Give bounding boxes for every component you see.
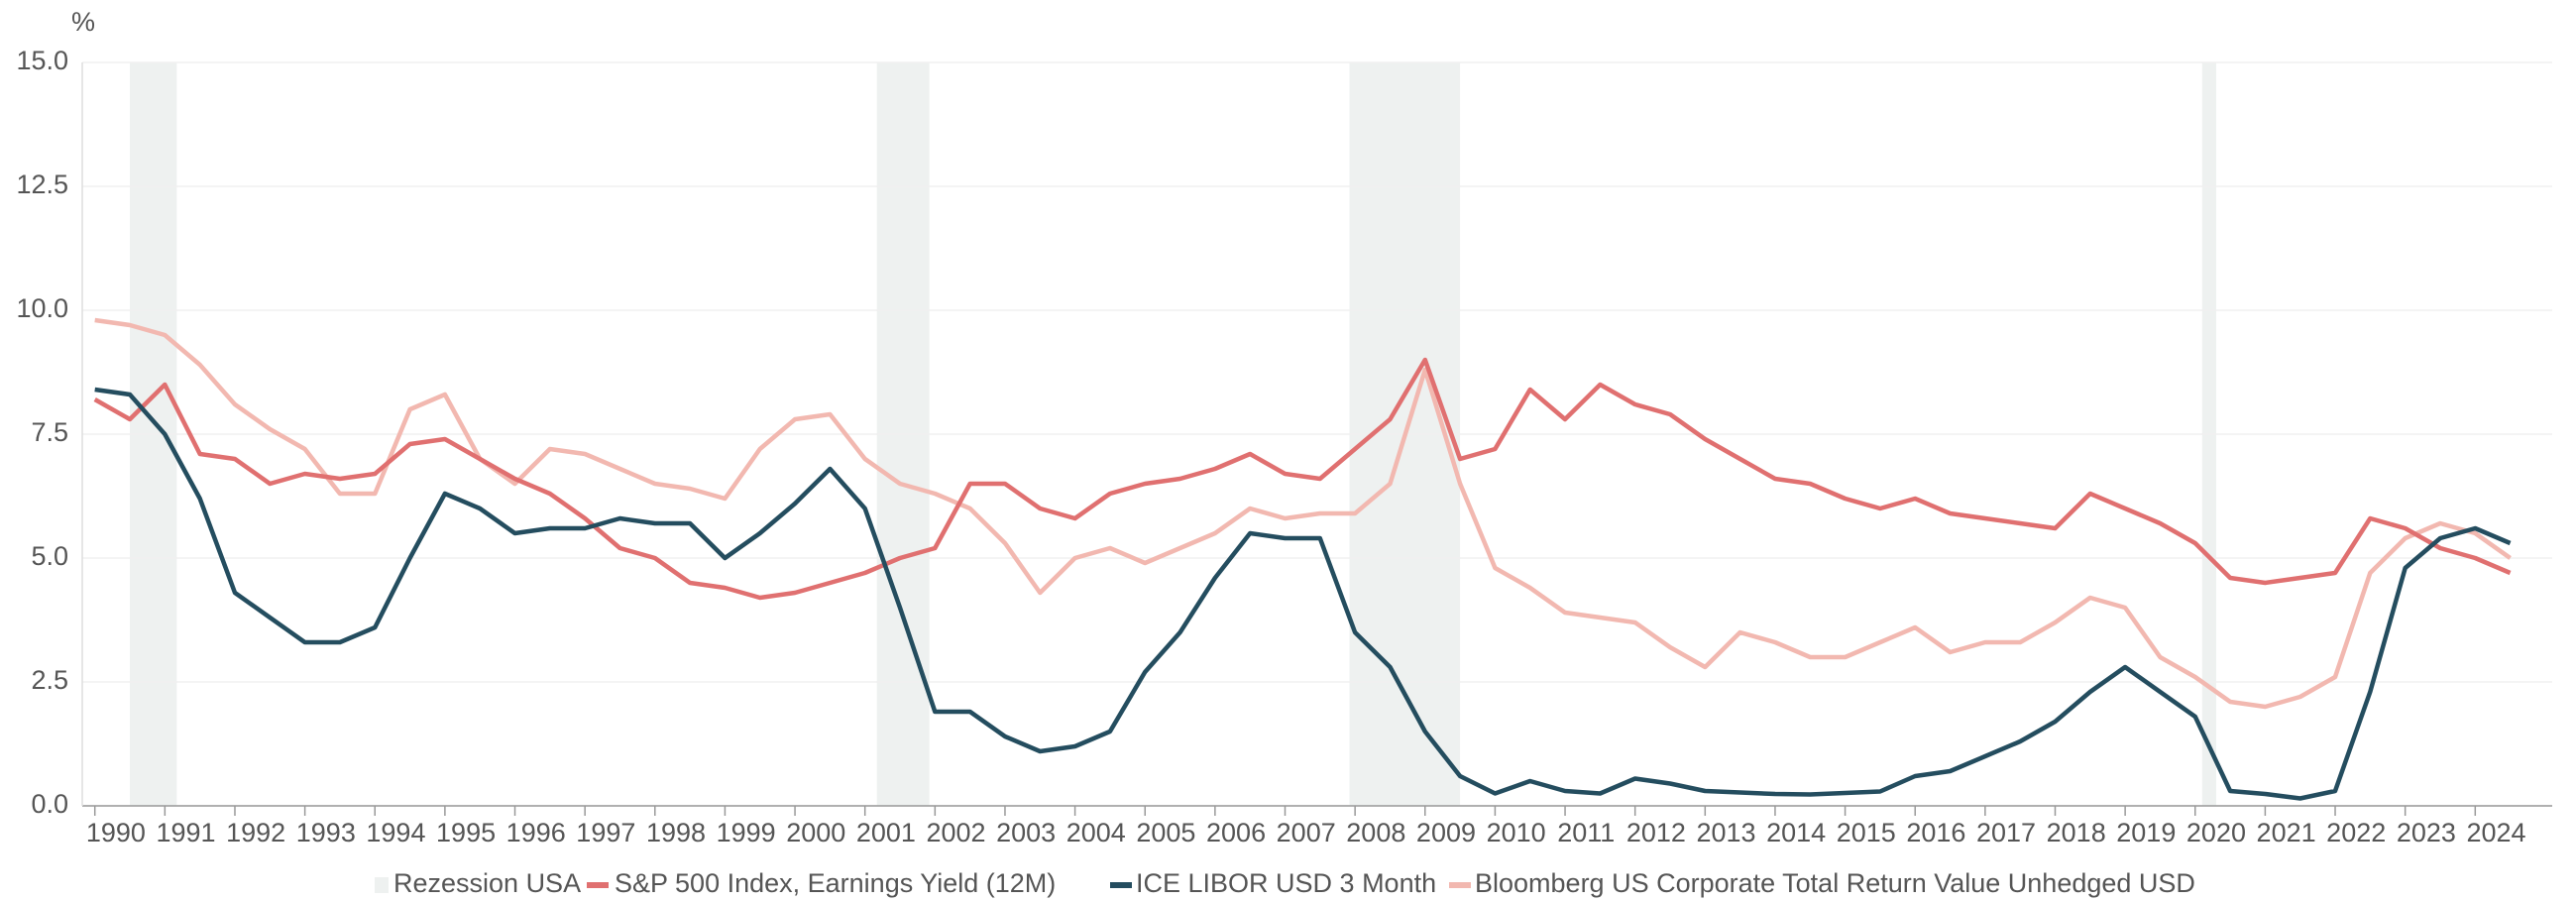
x-tick-label: 1993 xyxy=(296,818,356,847)
x-tick-label: 2003 xyxy=(996,818,1056,847)
y-tick-label: 0.0 xyxy=(31,789,68,819)
x-tick-label: 2002 xyxy=(926,818,985,847)
x-tick-label: 2011 xyxy=(1557,818,1615,847)
x-tick-label: 1996 xyxy=(506,818,566,847)
y-unit: % xyxy=(71,7,95,37)
legend-swatch xyxy=(1110,882,1132,888)
x-tick-label: 1994 xyxy=(366,818,425,847)
legend-label: S&P 500 Index, Earnings Yield (12M) xyxy=(615,868,1056,898)
x-tick-label: 2012 xyxy=(1626,818,1686,847)
y-tick-label: 5.0 xyxy=(31,541,68,571)
legend-label: ICE LIBOR USD 3 Month xyxy=(1136,868,1436,898)
x-tick-label: 2001 xyxy=(856,818,916,847)
x-tick-label: 2017 xyxy=(1976,818,2036,847)
x-tick-label: 2004 xyxy=(1066,818,1126,847)
x-tick-label: 1991 xyxy=(157,818,216,847)
x-tick-label: 1990 xyxy=(86,818,146,847)
x-tick-label: 2023 xyxy=(2397,818,2456,847)
x-tick-label: 2005 xyxy=(1136,818,1195,847)
x-tick-label: 2020 xyxy=(2186,818,2246,847)
y-tick-label: 12.5 xyxy=(16,169,68,199)
x-tick-label: 1997 xyxy=(576,818,635,847)
x-tick-label: 1995 xyxy=(436,818,496,847)
x-tick-label: 2006 xyxy=(1206,818,1266,847)
x-tick-label: 2009 xyxy=(1416,818,1476,847)
x-tick-label: 2015 xyxy=(1837,818,1896,847)
x-tick-label: 2019 xyxy=(2116,818,2176,847)
x-tick-label: 2000 xyxy=(786,818,845,847)
x-tick-label: 2013 xyxy=(1696,818,1755,847)
x-tick-label: 1999 xyxy=(717,818,776,847)
legend-label: Bloomberg US Corporate Total Return Valu… xyxy=(1475,868,2195,898)
x-tick-label: 2018 xyxy=(2047,818,2106,847)
y-tick-label: 7.5 xyxy=(31,417,68,447)
x-tick-label: 2014 xyxy=(1766,818,1826,847)
x-tick-label: 2022 xyxy=(2326,818,2386,847)
x-tick-label: 2021 xyxy=(2257,818,2316,847)
x-tick-label: 2010 xyxy=(1487,818,1546,847)
y-tick-label: 2.5 xyxy=(31,665,68,695)
x-tick-label: 2024 xyxy=(2466,818,2525,847)
x-tick-label: 1992 xyxy=(226,818,285,847)
y-tick-label: 10.0 xyxy=(16,293,68,323)
y-tick-label: 15.0 xyxy=(16,46,68,75)
x-tick-label: 1998 xyxy=(646,818,706,847)
legend-swatch xyxy=(1449,882,1471,888)
x-tick-label: 2016 xyxy=(1906,818,1965,847)
series-line xyxy=(93,357,2512,601)
series-line xyxy=(94,317,2512,710)
x-tick-label: 2007 xyxy=(1277,818,1336,847)
x-tick-label: 2008 xyxy=(1346,818,1405,847)
legend-label: Rezession USA xyxy=(393,868,581,898)
legend-swatch xyxy=(375,877,389,893)
series-line xyxy=(94,387,2512,801)
legend-swatch xyxy=(587,882,609,888)
